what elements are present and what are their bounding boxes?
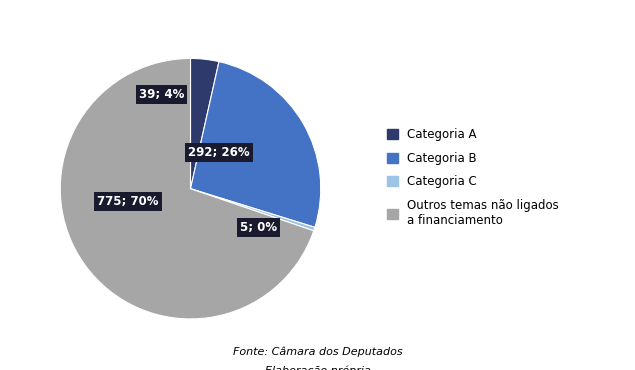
Wedge shape — [60, 58, 314, 319]
Text: Fonte: Câmara dos Deputados: Fonte: Câmara dos Deputados — [232, 347, 403, 357]
Text: 5; 0%: 5; 0% — [239, 221, 277, 234]
Text: Elaboração própria: Elaboração própria — [265, 365, 370, 370]
Legend: Categoria A, Categoria B, Categoria C, Outros temas não ligados
a financiamento: Categoria A, Categoria B, Categoria C, O… — [387, 128, 559, 227]
Wedge shape — [190, 62, 321, 227]
Text: 775; 70%: 775; 70% — [97, 195, 159, 208]
Text: 292; 26%: 292; 26% — [189, 146, 250, 159]
Wedge shape — [190, 58, 219, 189]
Text: 39; 4%: 39; 4% — [139, 88, 185, 101]
Wedge shape — [190, 189, 315, 231]
